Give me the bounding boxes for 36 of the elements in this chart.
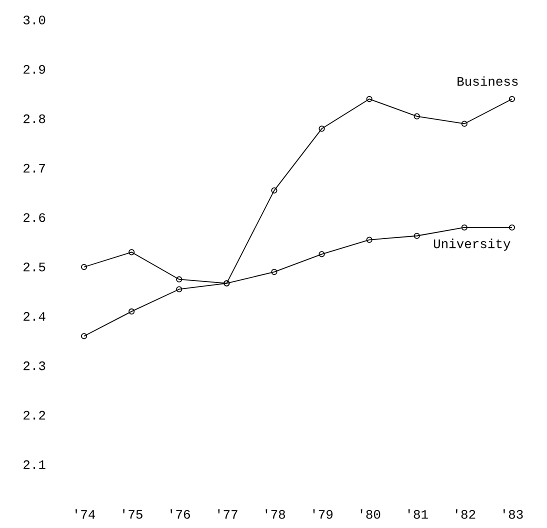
y-tick-label: 2.9 — [24, 64, 46, 74]
point — [461, 120, 468, 127]
x-tick-label: '80 — [360, 509, 380, 519]
point — [176, 286, 182, 292]
y-tick-label: 2.1 — [24, 460, 46, 469]
point — [318, 126, 325, 132]
y-tick-label: 2.5 — [24, 262, 46, 272]
point — [271, 187, 278, 194]
y-tick-label: 2.8 — [24, 114, 46, 124]
series-label: University — [434, 238, 510, 251]
point — [366, 96, 372, 102]
y-tick-label: 2.6 — [24, 213, 46, 222]
point — [128, 249, 135, 256]
x-tick-label: '77 — [218, 509, 238, 519]
point — [176, 276, 182, 282]
series-label: Business — [458, 76, 518, 86]
point — [414, 113, 420, 120]
x-tick-label: '81 — [408, 509, 428, 519]
point — [128, 308, 135, 314]
point — [366, 236, 372, 243]
point — [414, 232, 420, 239]
x-tick-label: '83 — [503, 509, 523, 519]
y-tick-label: 3.0 — [23, 16, 46, 24]
x-tick-label: '82 — [456, 509, 476, 519]
y-tick-label: 2.2 — [24, 410, 46, 420]
point — [461, 224, 468, 231]
point — [318, 251, 325, 258]
y-tick-label: 2.7 — [24, 164, 45, 173]
y-tick-label: 2.4 — [24, 312, 46, 321]
x-tick-label: '78 — [266, 509, 286, 519]
x-tick-label: '76 — [170, 509, 190, 519]
y-tick-label: 2.3 — [24, 361, 46, 370]
x-tick-label: '79 — [313, 509, 333, 519]
x-tick-label: '74 — [76, 509, 96, 519]
point — [271, 268, 278, 275]
x-tick-label: '75 — [123, 509, 142, 519]
